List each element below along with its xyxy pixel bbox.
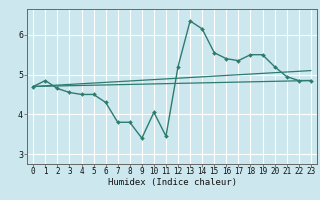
X-axis label: Humidex (Indice chaleur): Humidex (Indice chaleur): [108, 178, 236, 187]
